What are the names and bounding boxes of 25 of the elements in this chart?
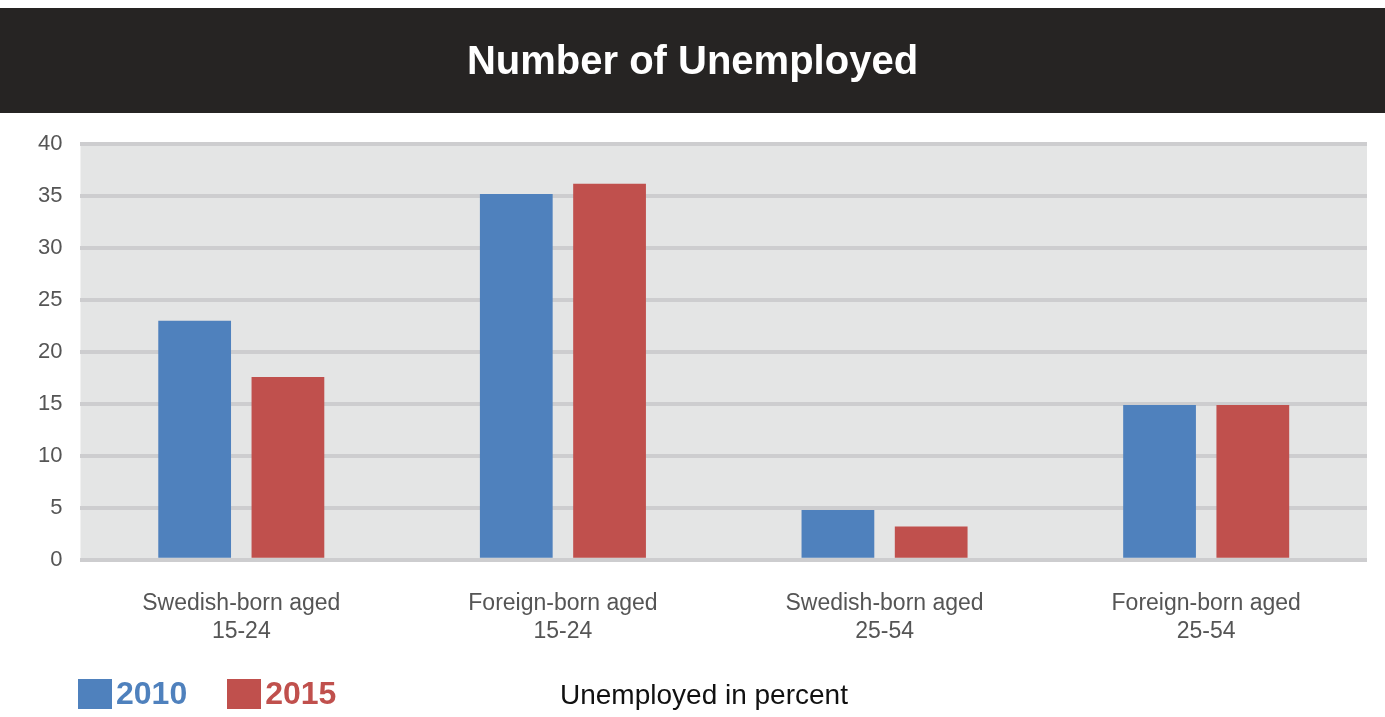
y-tick-label: 10: [37, 441, 63, 467]
bar: [479, 194, 553, 558]
chart-title: Number of Unemployed: [0, 8, 1385, 113]
bar: [1123, 404, 1196, 558]
x-tick-label: Foreign-born aged 25-54: [1111, 588, 1301, 643]
bar: [573, 183, 646, 558]
x-tick-label: Foreign-born aged 15-24: [468, 588, 658, 643]
bar: [158, 320, 232, 558]
legend-label: 2015: [265, 675, 337, 712]
y-tick-label: 15: [37, 390, 63, 416]
x-tick-label: Swedish-born aged 25-54: [785, 588, 984, 643]
x-axis-title: Unemployed in percent: [560, 679, 848, 711]
y-tick-label: 25: [37, 286, 63, 312]
bar: [251, 376, 325, 558]
y-tick-label: 5: [50, 493, 63, 519]
y-tick-label: 40: [37, 130, 63, 156]
legend-label: 2010: [116, 675, 188, 712]
y-tick-label: 20: [37, 338, 63, 364]
bar: [894, 526, 968, 558]
x-tick-label: Swedish-born aged 15-24: [142, 588, 341, 643]
y-tick-label: 0: [50, 545, 63, 571]
y-tick-label: 30: [37, 234, 63, 260]
bar: [1216, 404, 1290, 558]
bar: [801, 509, 875, 558]
y-tick-label: 35: [37, 182, 63, 208]
